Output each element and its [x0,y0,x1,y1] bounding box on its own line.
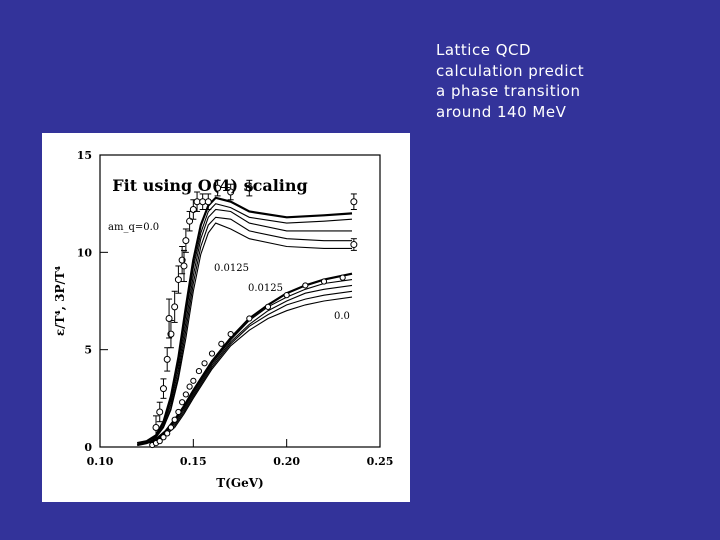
chart-title: Fit using O(4) scaling [112,176,307,195]
data-point-marker [182,391,189,398]
data-point-marker [186,383,193,390]
data-point-marker [171,416,178,423]
data-point-marker [190,377,197,384]
x-tick-label: 0.15 [180,455,207,468]
y-axis-label: ε/T⁴, 3P/T⁴ [53,266,67,336]
y-tick-label: 10 [77,246,93,259]
data-point-marker [156,438,163,445]
annotation-0125-b: 0.0125 [248,283,283,294]
fit-curve [137,208,352,444]
annotation-0125-a: 0.0125 [214,263,249,274]
data-point-marker [201,360,208,367]
data-point-marker [179,399,186,406]
data-point-marker [264,303,272,310]
data-point-marker [350,198,358,206]
annotation-amq: am_q=0.0 [108,222,159,233]
data-point-marker [156,408,164,416]
data-point-marker [208,350,216,357]
data-point-marker [283,292,290,299]
data-point-marker [204,198,212,206]
x-tick-label: 0.20 [273,455,300,468]
data-point-marker [167,424,175,431]
lattice-qcd-figure: 0.10 0.15 0.20 0.25 0 5 10 15 Fit using O(4) sc… [42,133,410,502]
data-point-marker [174,276,182,284]
data-point-marker [218,340,225,347]
data-point-marker [164,430,171,437]
annotation-00: 0.0 [334,311,350,322]
data-points [149,179,358,449]
caption-line-4: around 140 MeV [436,102,567,121]
data-point-marker [160,434,167,441]
caption-line-3: a phase transition [436,82,581,100]
plot-svg: 0.10 0.15 0.20 0.25 0 5 10 15 Fit using O(4) sc… [53,149,394,490]
data-point-marker [159,385,167,393]
data-point-marker [245,184,253,192]
fit-curve [137,203,353,444]
data-point-marker [180,262,188,270]
x-tick-label: 0.25 [367,455,394,468]
x-tick-label: 0.10 [87,455,114,468]
axis-ticks: 0.10 0.15 0.20 0.25 0 5 10 15 [77,149,394,468]
data-point-marker [182,237,190,245]
data-point-marker [339,274,346,281]
data-point-marker [165,315,173,323]
data-point-marker [302,282,309,289]
data-point-marker [171,303,179,311]
fit-curve [137,279,353,446]
data-point-marker [246,315,253,322]
text-labels: Fit using O(4) scaling T(GeV) ε/T⁴, 3P/T… [53,176,350,490]
data-point-marker [320,278,328,285]
y-tick-label: 0 [84,441,92,454]
data-point-marker [195,367,203,375]
data-point-marker [163,355,171,363]
slide-caption: Lattice QCD calculation predict a phase … [436,40,584,122]
fit-curves [137,196,353,447]
y-tick-label: 5 [84,344,92,357]
data-point-marker [227,330,234,338]
data-point-marker [214,184,222,192]
plot-frame [99,154,381,448]
caption-line-1: Lattice QCD [436,41,532,59]
data-point-marker [350,241,358,249]
fit-curve [137,222,352,444]
caption-line-2: calculation predict [436,61,585,80]
fit-curve [137,272,353,447]
x-axis-label: T(GeV) [216,476,263,490]
y-tick-label: 15 [77,149,92,162]
data-point-marker [175,408,182,416]
data-point-marker [227,188,235,196]
data-point-marker [152,424,160,432]
